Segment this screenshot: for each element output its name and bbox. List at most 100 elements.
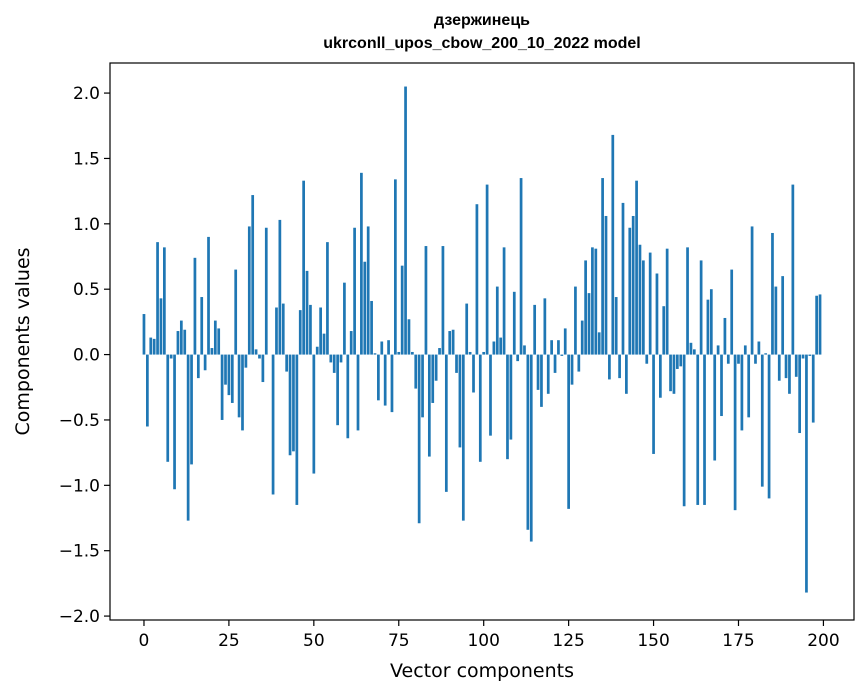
- bar-160: [686, 247, 689, 355]
- bar-59: [343, 282, 346, 355]
- y-tick-label: 1.5: [73, 149, 100, 169]
- bar-70: [380, 341, 384, 355]
- bar-61: [349, 331, 353, 355]
- bar-43: [288, 354, 292, 456]
- bar-192: [794, 354, 798, 377]
- bar-63: [356, 354, 360, 431]
- bar-95: [465, 303, 469, 355]
- bar-76: [400, 265, 404, 355]
- bar-21: [213, 320, 217, 355]
- x-tick-label: 50: [303, 631, 325, 651]
- bar-127: [574, 286, 577, 355]
- bar-5: [159, 298, 163, 355]
- bar-177: [743, 345, 747, 355]
- bar-38: [271, 354, 275, 495]
- x-tick-label: 100: [467, 631, 499, 651]
- bar-52: [319, 307, 322, 355]
- bar-84: [427, 354, 431, 457]
- bar-140: [618, 354, 621, 379]
- bar-46: [298, 310, 302, 355]
- bar-64: [360, 172, 363, 355]
- bar-90: [448, 331, 452, 355]
- y-tick-label: −0.5: [59, 411, 100, 431]
- bar-58: [339, 354, 343, 363]
- bar-12: [183, 329, 187, 355]
- y-tick-label: −1.5: [59, 542, 100, 562]
- bar-102: [489, 354, 492, 436]
- bar-4: [156, 242, 159, 355]
- bar-116: [536, 354, 540, 390]
- bar-25: [227, 354, 231, 396]
- bar-123: [560, 354, 564, 356]
- bar-185: [771, 232, 774, 355]
- bar-159: [682, 354, 686, 507]
- y-tick-label: 1.0: [73, 215, 100, 235]
- bar-69: [377, 354, 380, 401]
- bar-92: [455, 354, 458, 373]
- y-tick-label: −1.0: [59, 476, 100, 496]
- y-axis-ticks: −2.0 −1.5 −1.0 −0.5 0.0 0.5 1.0 1.5 2.0: [59, 84, 110, 627]
- bar-129: [580, 320, 584, 355]
- bar-120: [550, 340, 553, 355]
- bar-161: [689, 342, 693, 355]
- bar-145: [635, 180, 638, 355]
- bar-1: [146, 354, 149, 427]
- bar-199: [818, 294, 822, 355]
- bar-94: [461, 354, 465, 521]
- bar-119: [546, 354, 550, 394]
- bar-28: [237, 354, 241, 418]
- bar-176: [740, 354, 744, 431]
- bar-173: [730, 269, 734, 355]
- bar-105: [499, 337, 503, 355]
- bar-146: [638, 244, 642, 355]
- bar-91: [451, 329, 455, 355]
- bar-73: [390, 354, 394, 413]
- bar-74: [394, 179, 397, 355]
- bar-35: [261, 354, 265, 383]
- bar-86: [434, 354, 438, 381]
- bar-142: [625, 354, 628, 394]
- bar-172: [726, 354, 730, 364]
- bar-82: [421, 354, 424, 418]
- bar-83: [424, 246, 428, 355]
- bar-13: [186, 354, 190, 521]
- bar-109: [512, 291, 516, 355]
- bar-3: [152, 338, 156, 355]
- bar-48: [305, 270, 309, 355]
- bar-87: [438, 348, 441, 355]
- bar-134: [597, 332, 601, 355]
- bar-115: [533, 304, 537, 355]
- bar-191: [791, 184, 795, 355]
- bar-47: [302, 180, 305, 355]
- bar-75: [397, 351, 401, 355]
- bar-112: [523, 345, 526, 355]
- bar-26: [230, 354, 234, 403]
- bar-174: [733, 354, 737, 511]
- bar-148: [645, 354, 649, 364]
- x-tick-label: 75: [388, 631, 410, 651]
- bar-121: [553, 354, 557, 373]
- bar-124: [563, 328, 567, 355]
- bar-156: [672, 354, 676, 394]
- bar-198: [815, 295, 818, 355]
- bar-10: [176, 331, 180, 355]
- bar-85: [431, 354, 435, 403]
- bar-195: [805, 354, 808, 593]
- y-tick-label: 0.5: [73, 280, 100, 300]
- x-tick-label: 125: [552, 631, 584, 651]
- bar-144: [631, 215, 635, 355]
- bar-29: [241, 354, 244, 431]
- bar-125: [567, 354, 570, 509]
- bar-66: [366, 226, 370, 355]
- x-tick-label: 0: [139, 631, 150, 651]
- bar-7: [166, 354, 170, 462]
- bar-122: [557, 340, 560, 355]
- bar-56: [332, 354, 336, 373]
- bar-193: [798, 354, 801, 434]
- bar-93: [458, 354, 462, 448]
- bar-183: [764, 353, 768, 355]
- bar-150: [652, 354, 655, 454]
- bar-77: [404, 86, 407, 355]
- bar-158: [679, 354, 683, 367]
